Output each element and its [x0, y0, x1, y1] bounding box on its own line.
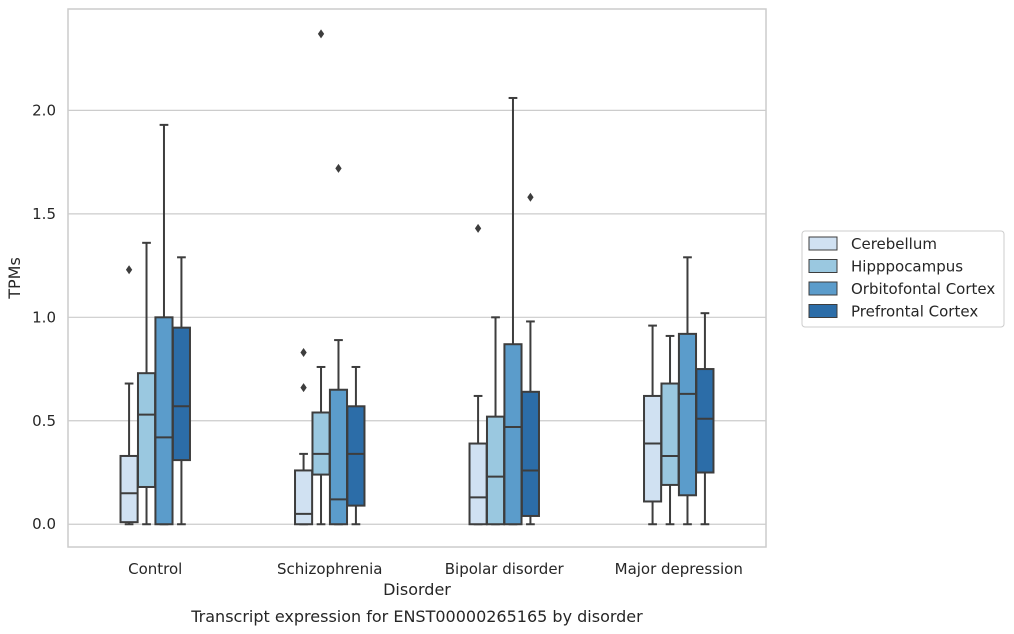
box-1-3 — [346, 365, 366, 526]
box-1-1 — [311, 29, 331, 526]
box-body — [171, 326, 191, 462]
box-body — [660, 382, 680, 486]
box-body — [119, 454, 139, 524]
x-axis-title: Disorder — [383, 580, 451, 599]
box-body — [468, 442, 488, 526]
legend-swatch — [808, 281, 838, 296]
box-1-2 — [328, 163, 349, 526]
legend-label: Prefrontal Cortex — [851, 303, 978, 321]
box-body — [503, 343, 523, 526]
box-3-0 — [643, 324, 663, 526]
box-2-0 — [468, 223, 488, 526]
box-body — [485, 415, 506, 526]
box-3-2 — [677, 256, 698, 526]
x-tick-label: Major depression — [615, 560, 743, 578]
x-tick-label: Control — [128, 560, 182, 578]
y-axis-title: TPMs — [5, 257, 24, 300]
box-0-0 — [119, 265, 139, 526]
outlier-point — [335, 163, 342, 173]
box-1-0 — [294, 347, 314, 526]
outlier-point — [300, 383, 307, 393]
y-tick-label: 1.5 — [32, 205, 56, 223]
box-body — [695, 368, 715, 474]
box-plots — [119, 29, 715, 526]
legend-label: Orbitofontal Cortex — [851, 280, 995, 298]
outlier-point — [317, 29, 325, 39]
plot-frame — [67, 8, 767, 548]
box-0-3 — [171, 256, 191, 526]
legend-swatch — [808, 304, 838, 318]
box-body — [520, 390, 540, 517]
outlier-point — [300, 347, 307, 357]
x-tick-label: Bipolar disorder — [445, 560, 565, 578]
box-body — [328, 388, 349, 526]
legend-frame — [801, 230, 1005, 328]
box-2-1 — [485, 316, 506, 526]
legend-label: Hipppocampus — [851, 258, 963, 276]
box-2-3 — [520, 192, 540, 526]
legend-swatch — [808, 236, 838, 251]
box-body — [136, 372, 157, 488]
y-tick-label: 2.0 — [32, 101, 56, 119]
chart-caption: Transcript expression for ENST0000026516… — [190, 607, 643, 626]
y-tick-label: 0.5 — [32, 412, 56, 430]
box-body — [294, 469, 314, 526]
outlier-point — [474, 223, 482, 233]
x-tick-label: Schizophrenia — [277, 560, 382, 578]
box-0-2 — [154, 123, 174, 526]
x-axis-ticks: Control Schizophrenia Bipolar disorder Majo… — [128, 560, 743, 578]
box-body — [346, 405, 366, 507]
box-3-3 — [695, 312, 715, 526]
box-body — [677, 332, 698, 497]
outlier-point — [527, 192, 534, 202]
y-tick-label: 1.0 — [32, 308, 56, 326]
legend-label: Cerebellum — [851, 235, 937, 253]
y-tick-label: 0.0 — [32, 515, 56, 533]
outlier-point — [125, 265, 133, 275]
box-body — [154, 316, 174, 526]
legend: Cerebellum Hipppocampus Orbitofontal Corte… — [801, 230, 1005, 328]
box-3-1 — [660, 334, 680, 526]
box-body — [643, 394, 663, 503]
y-axis-ticks: 0.0 0.5 1.0 1.5 2.0 — [32, 101, 56, 533]
legend-swatch — [808, 259, 838, 273]
box-2-2 — [503, 96, 523, 526]
box-body — [311, 411, 331, 476]
box-0-1 — [136, 241, 157, 526]
